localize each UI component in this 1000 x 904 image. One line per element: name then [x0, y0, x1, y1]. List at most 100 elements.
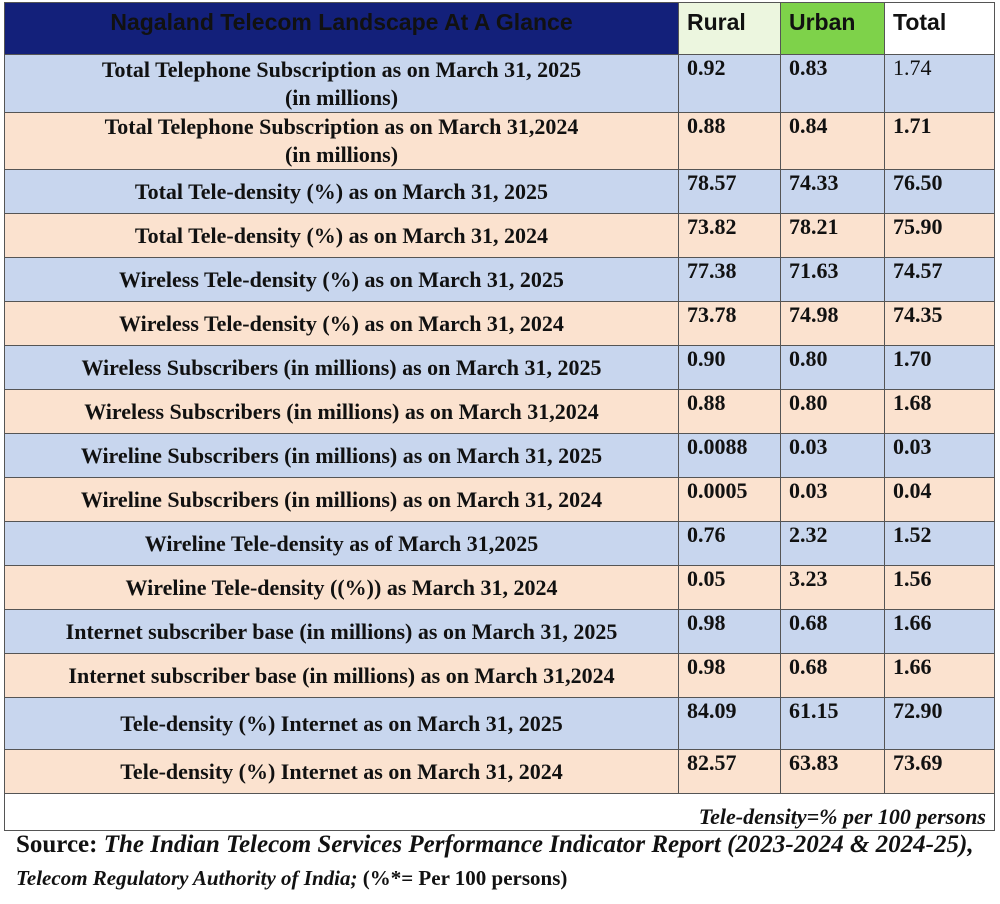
cell-total: 1.66 — [884, 609, 995, 654]
source-citation: Source: The Indian Telecom Services Perf… — [16, 828, 991, 895]
cell-rural: 0.90 — [678, 345, 781, 390]
cell-rural: 0.92 — [678, 54, 781, 113]
cell-total: 1.66 — [884, 653, 995, 698]
source-report: The Indian Telecom Services Performance … — [103, 831, 974, 858]
table-row: Total Tele-density (%) as on March 31, 2… — [4, 169, 995, 214]
row-label: Total Tele-density (%) as on March 31, 2… — [4, 169, 679, 214]
footnote-row: Tele-density=% per 100 persons — [4, 793, 995, 831]
table-row: Internet subscriber base (in millions) a… — [4, 609, 995, 654]
table-row: Wireless Subscribers (in millions) as on… — [4, 345, 995, 390]
cell-urban: 0.83 — [780, 54, 885, 113]
row-label: Total Tele-density (%) as on March 31, 2… — [4, 213, 679, 258]
cell-urban: 2.32 — [780, 521, 885, 566]
row-label: Wireline Subscribers (in millions) as on… — [4, 477, 679, 522]
row-label-line: Wireless Tele-density (%) as on March 31… — [119, 310, 564, 336]
row-label-line: Wireline Subscribers (in millions) as on… — [80, 486, 603, 512]
cell-rural: 0.88 — [678, 389, 781, 434]
cell-total: 1.70 — [884, 345, 995, 390]
cell-urban: 0.84 — [780, 112, 885, 170]
cell-total: 76.50 — [884, 169, 995, 214]
table-row: Wireless Subscribers (in millions) as on… — [4, 389, 995, 434]
cell-total: 1.52 — [884, 521, 995, 566]
telecom-table: Nagaland Telecom Landscape At A Glance R… — [4, 2, 995, 831]
cell-total: 75.90 — [884, 213, 995, 258]
col-header-total: Total — [884, 2, 995, 55]
cell-rural: 0.0005 — [678, 477, 781, 522]
row-label: Internet subscriber base (in millions) a… — [4, 653, 679, 698]
row-label-line: Tele-density (%) Internet as on March 31… — [120, 710, 563, 736]
row-label: Wireless Subscribers (in millions) as on… — [4, 389, 679, 434]
cell-urban: 0.68 — [780, 653, 885, 698]
header-row: Nagaland Telecom Landscape At A Glance R… — [4, 2, 995, 55]
source-authority: Telecom Regulatory Authority of India; — [16, 866, 358, 890]
table-row: Wireline Subscribers (in millions) as on… — [4, 477, 995, 522]
row-label: Wireline Subscribers (in millions) as on… — [4, 433, 679, 478]
cell-rural: 0.0088 — [678, 433, 781, 478]
cell-urban: 61.15 — [780, 697, 885, 750]
cell-urban: 71.63 — [780, 257, 885, 302]
cell-urban: 0.03 — [780, 477, 885, 522]
table-row: Tele-density (%) Internet as on March 31… — [4, 749, 995, 794]
source-prefix: Source: — [16, 831, 104, 858]
cell-rural: 84.09 — [678, 697, 781, 750]
row-label-unit: (in millions) — [284, 84, 399, 110]
col-header-urban: Urban — [780, 2, 885, 55]
row-label-line: Wireless Tele-density (%) as on March 31… — [119, 266, 564, 292]
tele-density-footnote: Tele-density=% per 100 persons — [4, 793, 995, 831]
cell-total: 74.57 — [884, 257, 995, 302]
row-label: Wireless Tele-density (%) as on March 31… — [4, 257, 679, 302]
cell-total: 1.71 — [884, 112, 995, 170]
row-label-line: Total Telephone Subscription as on March… — [104, 114, 579, 139]
row-label: Tele-density (%) Internet as on March 31… — [4, 749, 679, 794]
table-title: Nagaland Telecom Landscape At A Glance — [4, 2, 679, 55]
row-label: Total Telephone Subscription as on March… — [4, 112, 679, 170]
cell-total: 1.56 — [884, 565, 995, 610]
row-label: Wireless Tele-density (%) as on March 31… — [4, 301, 679, 346]
cell-urban: 0.80 — [780, 345, 885, 390]
cell-rural: 82.57 — [678, 749, 781, 794]
row-label-line: Wireline Tele-density ((%)) as March 31,… — [125, 574, 558, 600]
table-body: Total Telephone Subscription as on March… — [4, 54, 995, 794]
row-label-line: Total Telephone Subscription as on March… — [101, 56, 582, 82]
row-label-unit: (in millions) — [284, 142, 399, 167]
cell-urban: 63.83 — [780, 749, 885, 794]
row-label: Wireline Tele-density ((%)) as March 31,… — [4, 565, 679, 610]
table-row: Wireline Tele-density ((%)) as March 31,… — [4, 565, 995, 610]
table-row: Tele-density (%) Internet as on March 31… — [4, 697, 995, 750]
cell-rural: 0.88 — [678, 112, 781, 170]
cell-urban: 3.23 — [780, 565, 885, 610]
cell-urban: 0.68 — [780, 609, 885, 654]
cell-total: 72.90 — [884, 697, 995, 750]
cell-total: 74.35 — [884, 301, 995, 346]
cell-total: 1.68 — [884, 389, 995, 434]
table-row: Total Tele-density (%) as on March 31, 2… — [4, 213, 995, 258]
source-suffix: (%*= Per 100 persons) — [357, 866, 568, 890]
cell-urban: 0.03 — [780, 433, 885, 478]
row-label-line: Wireless Subscribers (in millions) as on… — [81, 354, 602, 380]
cell-urban: 74.33 — [780, 169, 885, 214]
cell-rural: 73.82 — [678, 213, 781, 258]
cell-total: 0.04 — [884, 477, 995, 522]
row-label-line: Internet subscriber base (in millions) a… — [65, 618, 618, 644]
row-label-line: Total Tele-density (%) as on March 31, 2… — [134, 222, 549, 248]
cell-urban: 0.80 — [780, 389, 885, 434]
row-label-line: Wireline Subscribers (in millions) as on… — [80, 442, 603, 468]
row-label-line: Internet subscriber base (in millions) a… — [68, 662, 615, 688]
cell-total: 1.74 — [884, 54, 995, 113]
table-row: Wireless Tele-density (%) as on March 31… — [4, 257, 995, 302]
cell-rural: 0.05 — [678, 565, 781, 610]
cell-urban: 78.21 — [780, 213, 885, 258]
table-row: Wireless Tele-density (%) as on March 31… — [4, 301, 995, 346]
row-label: Tele-density (%) Internet as on March 31… — [4, 697, 679, 750]
cell-rural: 78.57 — [678, 169, 781, 214]
cell-rural: 0.76 — [678, 521, 781, 566]
cell-urban: 74.98 — [780, 301, 885, 346]
table-row: Internet subscriber base (in millions) a… — [4, 653, 995, 698]
cell-total: 0.03 — [884, 433, 995, 478]
row-label: Internet subscriber base (in millions) a… — [4, 609, 679, 654]
cell-rural: 77.38 — [678, 257, 781, 302]
col-header-rural: Rural — [678, 2, 781, 55]
cell-rural: 73.78 — [678, 301, 781, 346]
row-label: Total Telephone Subscription as on March… — [4, 54, 679, 113]
